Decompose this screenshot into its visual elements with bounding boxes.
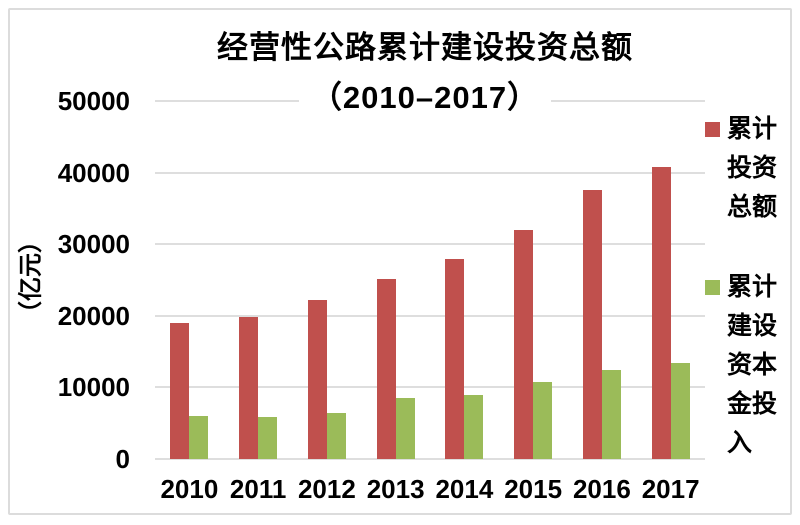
- bar-group-2017: [636, 101, 705, 459]
- gridline-y-40000: [155, 171, 705, 174]
- gridline-y-30000: [155, 243, 705, 246]
- bar-group-2016: [568, 101, 637, 459]
- bar-capital-input-2010: [189, 416, 209, 459]
- bar-group-2012: [293, 101, 362, 459]
- gridline-y-10000: [155, 386, 705, 389]
- bar-group-2015: [499, 101, 568, 459]
- bar-series: [155, 101, 705, 459]
- bar-capital-input-2013: [395, 398, 415, 459]
- bar-capital-input-2011: [258, 416, 278, 459]
- x-tick-label-2012: 2012: [297, 474, 356, 504]
- y-axis-label: （亿元）: [17, 229, 45, 325]
- x-axis-tick-labels: 2010 2011 2012 2013 2014 2015 2016 2017: [155, 474, 705, 505]
- bar-total-investment-2015: [514, 229, 534, 459]
- bar-capital-input-2015: [533, 382, 553, 459]
- x-tick-label-2010: 2010: [160, 474, 219, 504]
- y-tick-label-50000: 50000: [57, 86, 130, 116]
- bar-total-investment-2017: [651, 166, 671, 459]
- bar-group-2011: [224, 101, 293, 459]
- legend-label-total-investment: 累计投资总额: [727, 115, 778, 221]
- y-tick-label-40000: 40000: [57, 157, 130, 188]
- bar-group-2013: [361, 101, 430, 459]
- legend-entry-total-investment: 累计投资总额: [705, 110, 777, 227]
- bar-total-investment-2012: [307, 300, 327, 459]
- legend-entry-capital-input: 累计建设资本金投入: [705, 268, 777, 463]
- bar-total-investment-2013: [376, 278, 396, 459]
- y-tick-label-30000: 30000: [57, 229, 130, 260]
- bar-capital-input-2017: [670, 363, 690, 459]
- x-tick-label-2014: 2014: [435, 474, 494, 504]
- chart-frame: [8, 8, 792, 515]
- bar-total-investment-2014: [445, 258, 465, 459]
- x-tick-label-2015: 2015: [504, 474, 563, 504]
- x-tick-label-2013: 2013: [366, 474, 425, 504]
- x-tick-label-2017: 2017: [641, 474, 700, 504]
- legend-swatch-total-investment: [705, 122, 720, 137]
- y-axis-tick-labels: 0 10000 20000 30000 40000 50000: [0, 88, 130, 472]
- legend-label-capital-input: 累计建设资本金投入: [727, 273, 778, 457]
- chart-title-line2: （2010–2017）: [150, 80, 700, 116]
- bar-group-2014: [430, 101, 499, 459]
- y-tick-label-20000: 20000: [57, 300, 130, 331]
- bar-total-investment-2016: [582, 189, 602, 459]
- bar-capital-input-2012: [326, 413, 346, 459]
- chart-title-line2-text: （2010–2017）: [298, 80, 552, 116]
- y-tick-label-10000: 10000: [57, 372, 130, 403]
- x-tick-label-2016: 2016: [572, 474, 631, 504]
- gridline-y-20000: [155, 314, 705, 317]
- legend: 累计投资总额累计建设资本金投入: [705, 110, 777, 463]
- bar-group-2010: [155, 101, 224, 459]
- bar-capital-input-2016: [601, 369, 621, 459]
- gridline-y-0: [155, 458, 705, 460]
- bar-total-investment-2011: [239, 316, 259, 459]
- plot-area: [155, 100, 705, 460]
- x-tick-label-2011: 2011: [229, 474, 287, 504]
- legend-swatch-capital-input: [705, 280, 720, 295]
- bar-total-investment-2010: [170, 322, 190, 459]
- chart-title-line1: 经营性公路累计建设投资总额: [217, 30, 633, 65]
- bar-capital-input-2014: [464, 394, 484, 459]
- y-tick-label-0: 0: [115, 444, 130, 474]
